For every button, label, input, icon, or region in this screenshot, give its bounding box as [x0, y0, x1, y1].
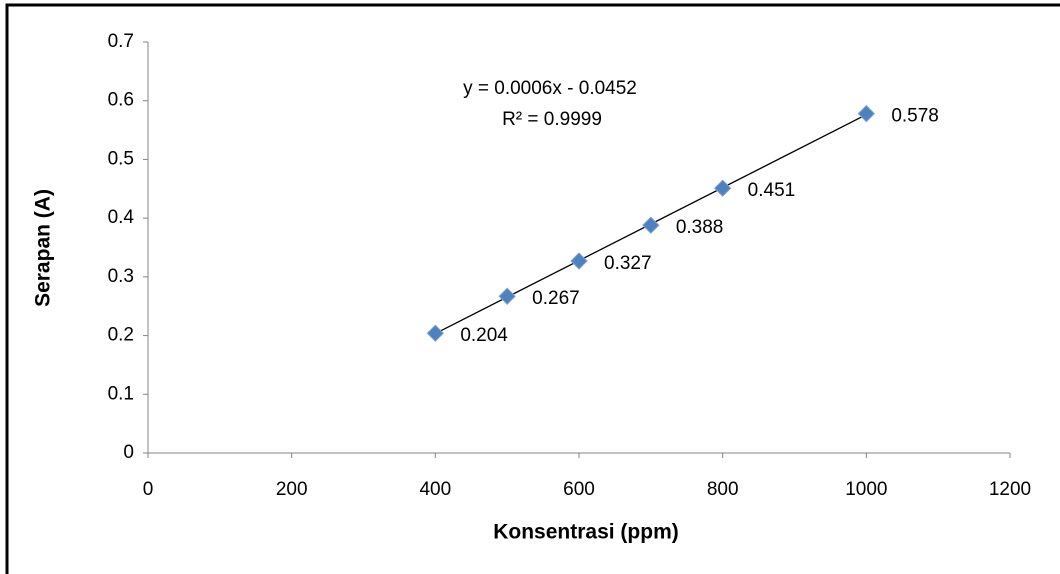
x-tick-label: 800 — [707, 479, 739, 500]
x-axis-title: Konsentrasi (ppm) — [493, 521, 679, 544]
x-tick-label: 0 — [143, 479, 154, 500]
x-tick-label: 400 — [419, 479, 451, 500]
data-label: 0.267 — [532, 288, 580, 309]
y-tick-label: 0 — [123, 442, 134, 463]
trendline-equation: y = 0.0006x - 0.0452 — [463, 78, 637, 99]
x-tick-label: 200 — [276, 479, 308, 500]
y-tick-label: 0.5 — [108, 148, 134, 169]
x-tick-label: 600 — [563, 479, 595, 500]
data-point — [570, 252, 588, 270]
data-point — [426, 324, 445, 342]
data-label: 0.388 — [676, 217, 724, 238]
trendline-r2: R² = 0.9999 — [502, 109, 602, 130]
y-tick-label: 0.6 — [108, 90, 134, 111]
y-tick-label: 0.4 — [108, 207, 135, 228]
chart-border — [5, 3, 1060, 574]
data-point — [642, 216, 660, 234]
y-axis-title: Serapan (A) — [32, 189, 55, 307]
data-point — [713, 179, 732, 197]
data-label: 0.327 — [604, 253, 652, 274]
data-point — [498, 287, 516, 305]
y-tick-label: 0.2 — [108, 325, 134, 346]
y-tick-label: 0.3 — [108, 266, 134, 287]
data-point — [857, 104, 876, 123]
y-tick-label: 0.7 — [108, 31, 134, 52]
data-label: 0.451 — [748, 180, 796, 201]
data-label: 0.578 — [891, 106, 939, 127]
data-label: 0.204 — [460, 325, 508, 346]
x-tick-label: 1000 — [845, 479, 887, 500]
x-tick-label: 1200 — [989, 479, 1031, 500]
y-tick-label: 0.1 — [108, 383, 134, 404]
